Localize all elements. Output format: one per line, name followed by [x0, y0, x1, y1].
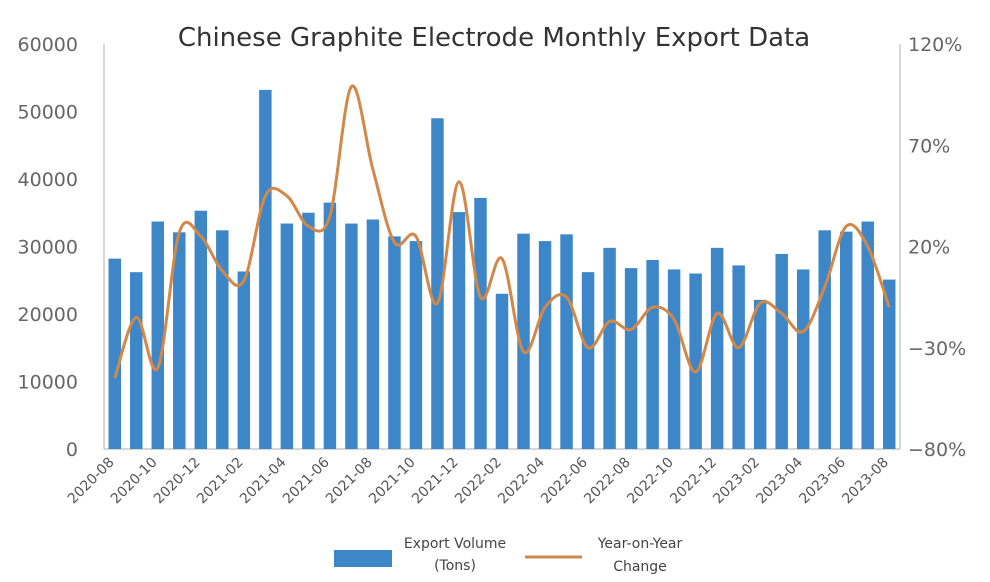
bar: [883, 279, 896, 449]
x-tick-label: 2023-06: [796, 454, 849, 507]
bar-series: [108, 89, 896, 450]
legend: Export Volume (Tons) Year-on-Year Change: [334, 536, 683, 575]
bar: [388, 236, 401, 449]
left-tick-label: 0: [66, 439, 78, 461]
right-tick-label: −80%: [908, 439, 966, 461]
x-tick-label: 2021-06: [280, 454, 333, 507]
x-tick-label: 2020-12: [151, 455, 204, 508]
bar: [345, 223, 358, 449]
bar: [646, 260, 659, 449]
chart-title: Chinese Graphite Electrode Monthly Expor…: [178, 23, 810, 53]
bar: [775, 253, 788, 449]
bar: [538, 241, 552, 449]
x-axis: 2020-082020-102020-122021-022021-042021-…: [65, 454, 892, 507]
x-tick-label: 2021-02: [194, 455, 247, 508]
left-tick-label: 30000: [18, 237, 78, 259]
right-axis: −80% −30% 20% 70% 120%: [908, 34, 966, 461]
left-tick-label: 40000: [18, 169, 78, 191]
bar: [194, 210, 208, 449]
x-tick-label: 2022-06: [538, 454, 591, 507]
legend-line-label-line2: Change: [613, 559, 667, 575]
x-tick-label: 2023-04: [753, 454, 806, 507]
x-tick-label: 2023-08: [839, 455, 892, 508]
bar: [753, 299, 767, 449]
bar: [173, 232, 186, 449]
x-tick-label: 2021-04: [237, 454, 290, 507]
bar: [495, 293, 509, 449]
bar: [581, 272, 595, 449]
left-tick-label: 60000: [18, 34, 78, 56]
bar: [667, 269, 681, 449]
left-tick-label: 20000: [18, 304, 78, 326]
bar: [280, 223, 294, 449]
bar: [732, 265, 745, 449]
bar: [689, 273, 702, 449]
x-tick-label: 2022-10: [624, 455, 677, 508]
bar: [409, 241, 423, 449]
x-tick-label: 2020-08: [65, 455, 118, 508]
right-tick-label: 20%: [908, 237, 950, 259]
left-tick-label: 10000: [18, 372, 78, 394]
left-tick-label: 50000: [18, 102, 78, 124]
right-tick-label: 120%: [908, 34, 962, 56]
x-tick-label: 2020-10: [108, 455, 161, 508]
bar: [366, 219, 380, 449]
bar: [624, 268, 638, 449]
bar: [560, 234, 573, 449]
line-series: [113, 84, 891, 379]
left-axis: 0 10000 20000 30000 40000 50000 60000: [18, 34, 78, 461]
bar: [474, 197, 487, 449]
bar: [710, 247, 724, 449]
bar: [796, 269, 810, 449]
bar: [323, 202, 337, 449]
bar: [431, 118, 444, 449]
bar: [216, 230, 229, 449]
x-tick-label: 2022-08: [581, 455, 634, 508]
bar: [517, 233, 530, 449]
x-tick-label: 2021-12: [409, 455, 462, 508]
bar: [237, 271, 251, 449]
yoy-line: [113, 84, 891, 379]
bar: [108, 258, 121, 449]
x-tick-label: 2021-08: [323, 455, 376, 508]
bar: [259, 89, 272, 450]
x-tick-label: 2022-12: [667, 455, 720, 508]
legend-bar-swatch: [334, 550, 392, 567]
legend-line-label-line1: Year-on-Year: [597, 536, 683, 552]
x-tick-label: 2023-02: [710, 455, 763, 508]
bar: [130, 272, 143, 449]
bar: [839, 231, 853, 449]
legend-bar-label-line2: (Tons): [434, 558, 476, 574]
bar: [603, 247, 616, 449]
legend-bar-label-line1: Export Volume: [404, 536, 506, 552]
bar: [818, 230, 831, 449]
bar: [452, 212, 466, 449]
right-tick-label: 70%: [908, 135, 950, 157]
x-tick-label: 2021-10: [366, 455, 419, 508]
x-tick-label: 2022-04: [495, 454, 548, 507]
bar: [151, 221, 165, 449]
bar: [302, 212, 315, 449]
right-tick-label: −30%: [908, 338, 966, 360]
bar: [861, 221, 874, 449]
x-tick-label: 2022-02: [452, 455, 505, 508]
